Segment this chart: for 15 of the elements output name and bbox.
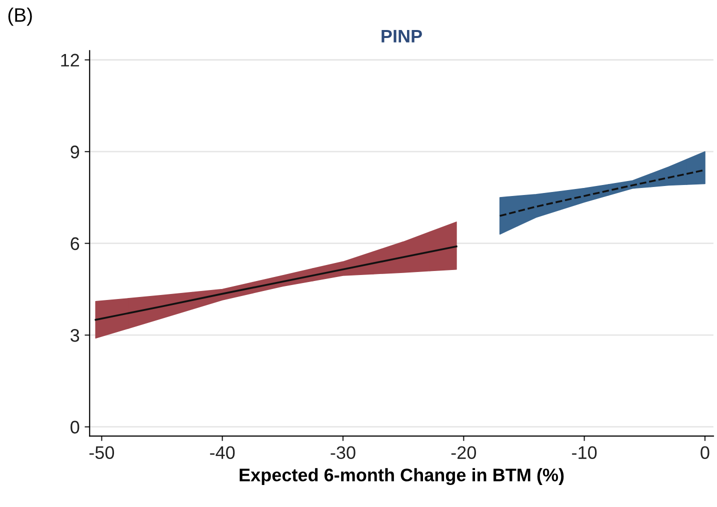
x-axis-title: Expected 6-month Change in BTM (%) <box>240 468 564 486</box>
y-tick-label: 9 <box>70 146 80 158</box>
x-tick-label: -30 <box>330 446 356 460</box>
text: (B) <box>8 8 32 26</box>
line-series <box>94 246 458 321</box>
y-tick-label: 12 <box>61 54 79 66</box>
x-tick-label: -20 <box>451 446 476 460</box>
y-tick-label: 0 <box>70 420 80 434</box>
x-tick-label: 0 <box>700 446 710 460</box>
y-tick-label: 6 <box>70 237 80 250</box>
chart-title: PINP <box>382 30 422 42</box>
x-tick-label: -10 <box>572 446 597 460</box>
x-tick-label: -40 <box>210 446 235 460</box>
y-tick-label: 3 <box>70 329 80 342</box>
x-tick-label: -50 <box>89 446 114 460</box>
